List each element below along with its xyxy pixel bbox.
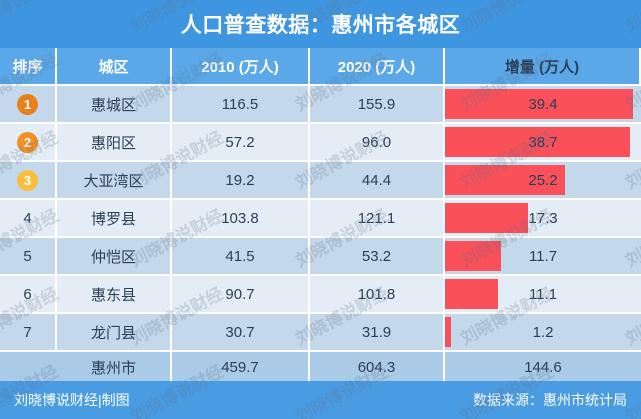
district-name-cell: 仲恺区: [57, 238, 172, 276]
column-header-delta: 增量 (万人): [445, 48, 641, 86]
column-header-2020: 2020 (万人): [310, 48, 445, 86]
total-2020-cell: 604.3: [310, 352, 445, 385]
growth-bar: [445, 317, 451, 347]
column-header-2010: 2010 (万人): [172, 48, 310, 86]
population-2010-cell: 116.5: [172, 86, 310, 124]
district-name-cell: 惠城区: [57, 86, 172, 124]
growth-cell: 11.1: [445, 276, 641, 314]
rank-number: 7: [23, 323, 32, 341]
population-2010-cell: 30.7: [172, 314, 310, 352]
table-header-row: 排序 城区 2010 (万人) 2020 (万人) 增量 (万人): [0, 48, 641, 86]
column-header-name: 城区: [57, 48, 172, 86]
table-row: 6 惠东县 90.7 101.8 11.1: [0, 276, 641, 314]
rank-badge-icon: 2: [17, 131, 38, 153]
rank-cell: 3: [0, 162, 57, 200]
growth-bar: [445, 203, 528, 233]
rank-cell: 5: [0, 238, 57, 276]
rank-cell: 2: [0, 124, 57, 162]
population-2020-cell: 155.9: [310, 86, 445, 124]
population-2020-cell: 121.1: [310, 200, 445, 238]
rank-number: 6: [23, 285, 32, 303]
title-bar: 人口普查数据：惠州市各城区: [0, 0, 641, 48]
population-2010-cell: 19.2: [172, 162, 310, 200]
column-header-rank: 排序: [0, 48, 57, 86]
district-name-cell: 惠东县: [57, 276, 172, 314]
rank-cell: 6: [0, 276, 57, 314]
growth-cell: 39.4: [445, 86, 641, 124]
table-row: 1 惠城区 116.5 155.9 39.4: [0, 86, 641, 124]
rank-number: 4: [23, 209, 32, 227]
population-2020-cell: 44.4: [310, 162, 445, 200]
rank-cell: 1: [0, 86, 57, 124]
page-title: 人口普查数据：惠州市各城区: [180, 14, 461, 37]
rank-number: 5: [23, 247, 32, 265]
total-delta-label: 144.6: [524, 359, 562, 376]
rank-cell: 4: [0, 200, 57, 238]
growth-value-label: 38.7: [528, 133, 558, 151]
growth-value-label: 11.1: [528, 285, 558, 303]
growth-value-label: 25.2: [528, 171, 558, 189]
district-name-cell: 大亚湾区: [57, 162, 172, 200]
footer-source: 数据来源：惠州市统计局: [473, 392, 627, 408]
table-row: 4 博罗县 103.8 121.1 17.3: [0, 200, 641, 238]
rank-cell: 7: [0, 314, 57, 352]
growth-value-label: 1.2: [532, 323, 554, 341]
growth-bar: [445, 127, 630, 157]
population-2020-cell: 53.2: [310, 238, 445, 276]
rank-badge-icon: 1: [17, 93, 38, 115]
district-name-cell: 惠阳区: [57, 124, 172, 162]
population-2010-cell: 103.8: [172, 200, 310, 238]
footer-credit: 刘晓博说财经|制图: [14, 392, 130, 408]
growth-bar: [445, 165, 566, 195]
population-2020-cell: 96.0: [310, 124, 445, 162]
growth-cell: 38.7: [445, 124, 641, 162]
table-body: 1 惠城区 116.5 155.9 39.4 2 惠阳区 57.2 96.0 38.7 3 大亚湾区 1…: [0, 86, 641, 352]
column-header-delta-label: 增量 (万人): [504, 58, 580, 76]
growth-value-label: 11.7: [528, 247, 558, 265]
data-table: 排序 城区 2010 (万人) 2020 (万人) 增量 (万人) 1 惠城区 11…: [0, 48, 641, 385]
growth-cell: 1.2: [445, 314, 641, 352]
table-row: 3 大亚湾区 19.2 44.4 25.2: [0, 162, 641, 200]
population-2010-cell: 90.7: [172, 276, 310, 314]
table-row: 7 龙门县 30.7 31.9 1.2: [0, 314, 641, 352]
population-2010-cell: 57.2: [172, 124, 310, 162]
population-2020-cell: 101.8: [310, 276, 445, 314]
growth-cell: 11.7: [445, 238, 641, 276]
total-name-cell: 惠州市: [57, 352, 172, 385]
population-2020-cell: 31.9: [310, 314, 445, 352]
growth-cell: 25.2: [445, 162, 641, 200]
growth-cell: 17.3: [445, 200, 641, 238]
growth-value-label: 17.3: [528, 209, 558, 227]
growth-value-label: 39.4: [528, 95, 558, 113]
footer-bar: 刘晓博说财经|制图 数据来源：惠州市统计局: [0, 381, 641, 419]
growth-bar: [445, 241, 501, 271]
district-name-cell: 博罗县: [57, 200, 172, 238]
growth-bar: [445, 89, 634, 119]
district-name-cell: 龙门县: [57, 314, 172, 352]
growth-bar: [445, 279, 499, 309]
population-2010-cell: 41.5: [172, 238, 310, 276]
table-row: 5 仲恺区 41.5 53.2 11.7: [0, 238, 641, 276]
rank-badge-icon: 3: [17, 169, 38, 191]
table-row: 2 惠阳区 57.2 96.0 38.7: [0, 124, 641, 162]
